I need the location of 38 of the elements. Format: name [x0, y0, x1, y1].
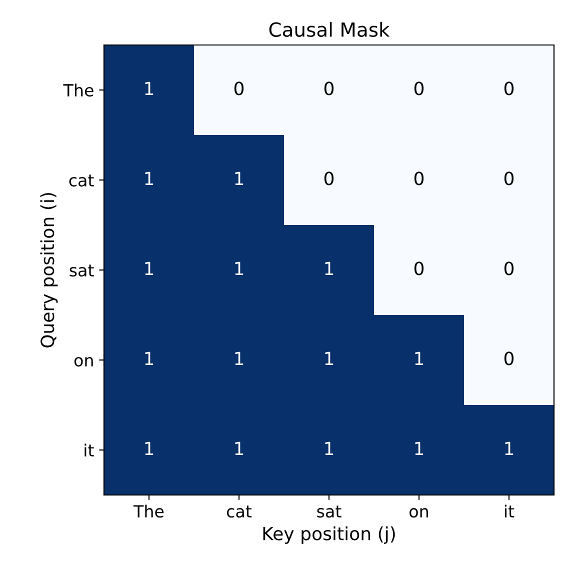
data-label: 0	[324, 172, 334, 186]
data-label: 1	[235, 262, 244, 275]
x-tick-label: The	[133, 504, 164, 518]
data-label: 0	[504, 172, 514, 186]
x-tick-label: it	[504, 504, 514, 518]
data-label: 1	[145, 82, 154, 95]
y-tick-label: The	[63, 84, 94, 97]
x-tick-label: cat	[226, 506, 252, 518]
y-tick-label: it	[84, 444, 94, 456]
data-label: 1	[145, 352, 154, 365]
y-tick-label: sat	[70, 264, 94, 277]
data-label: 0	[504, 352, 514, 366]
data-label: 1	[235, 352, 244, 365]
data-label: 0	[504, 82, 514, 96]
data-label: 0	[234, 82, 244, 96]
x-tick-label: sat	[317, 506, 342, 518]
data-label: 0	[414, 172, 424, 186]
data-label: 1	[145, 172, 154, 185]
data-label: 0	[414, 82, 424, 96]
data-label: 1	[325, 262, 334, 275]
data-label: 1	[415, 442, 424, 455]
data-label: 1	[505, 442, 514, 455]
data-label: 0	[324, 82, 334, 96]
data-label: 0	[414, 262, 424, 276]
data-label: 1	[145, 442, 154, 455]
chart-title: Causal Mask	[269, 22, 390, 37]
data-label: 1	[325, 442, 334, 455]
y-tick-label: on	[74, 357, 93, 367]
x-tick-label: on	[410, 508, 428, 518]
data-label: 1	[325, 352, 334, 365]
data-label: 1	[235, 442, 244, 455]
y-axis-title: Query position (i)	[40, 193, 58, 348]
y-tick-label: cat	[69, 174, 94, 187]
x-axis-title: Key position (j)	[263, 526, 395, 544]
data-label: 0	[504, 262, 514, 276]
data-label: 1	[145, 262, 154, 275]
data-label: 1	[415, 352, 424, 365]
data-label: 1	[235, 172, 244, 185]
